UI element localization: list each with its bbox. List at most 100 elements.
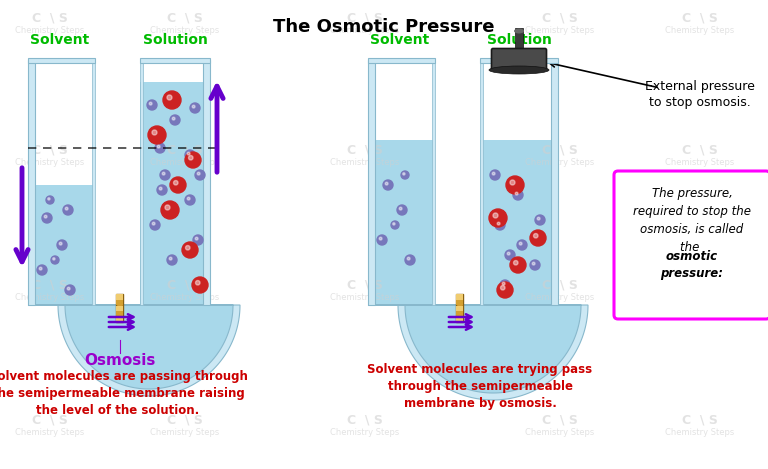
Circle shape: [379, 237, 382, 240]
Circle shape: [37, 265, 47, 275]
Text: C  \ S: C \ S: [542, 12, 578, 24]
Circle shape: [170, 177, 186, 193]
Text: C  \ S: C \ S: [542, 144, 578, 157]
Text: C  \ S: C \ S: [682, 12, 718, 24]
Polygon shape: [368, 305, 588, 400]
Circle shape: [157, 185, 167, 195]
Text: Chemistry Steps: Chemistry Steps: [151, 428, 220, 437]
Circle shape: [48, 198, 50, 200]
Circle shape: [165, 205, 170, 210]
Circle shape: [162, 172, 165, 175]
Polygon shape: [35, 305, 233, 389]
Circle shape: [510, 257, 526, 273]
Circle shape: [490, 170, 500, 180]
Circle shape: [182, 242, 198, 258]
Bar: [116, 317, 123, 322]
Text: Chemistry Steps: Chemistry Steps: [665, 428, 735, 437]
Text: Chemistry Steps: Chemistry Steps: [330, 158, 399, 166]
Circle shape: [190, 103, 200, 113]
Text: Solvent: Solvent: [31, 33, 90, 47]
Circle shape: [186, 245, 190, 250]
Text: Chemistry Steps: Chemistry Steps: [525, 428, 594, 437]
Text: C  \ S: C \ S: [347, 144, 383, 157]
Circle shape: [495, 220, 505, 230]
Bar: [456, 311, 463, 317]
Circle shape: [500, 280, 510, 290]
Circle shape: [185, 195, 195, 205]
Text: Chemistry Steps: Chemistry Steps: [15, 428, 84, 437]
Circle shape: [405, 255, 415, 265]
Text: External pressure
to stop osmosis.: External pressure to stop osmosis.: [645, 80, 755, 109]
Text: Chemistry Steps: Chemistry Steps: [330, 25, 399, 35]
Circle shape: [63, 205, 73, 215]
Circle shape: [167, 255, 177, 265]
Circle shape: [534, 234, 538, 238]
Polygon shape: [28, 305, 240, 396]
Circle shape: [150, 220, 160, 230]
Circle shape: [42, 213, 52, 223]
Text: Solvent molecules are trying pass
through the semipermeable
membrane by osmosis.: Solvent molecules are trying pass throug…: [367, 363, 593, 410]
Circle shape: [152, 130, 157, 135]
Circle shape: [149, 102, 152, 105]
Bar: [515, 28, 523, 72]
Bar: [116, 300, 123, 305]
Bar: [375, 140, 435, 305]
Circle shape: [51, 256, 59, 264]
Circle shape: [532, 262, 535, 265]
Circle shape: [187, 197, 190, 200]
Bar: [456, 295, 463, 300]
Text: C  \ S: C \ S: [167, 144, 203, 157]
Text: C  \ S: C \ S: [32, 144, 68, 157]
Text: C  \ S: C \ S: [347, 12, 383, 24]
Circle shape: [506, 176, 524, 194]
Text: Chemistry Steps: Chemistry Steps: [525, 25, 594, 35]
Circle shape: [397, 205, 407, 215]
Text: Chemistry Steps: Chemistry Steps: [15, 158, 84, 166]
Bar: [456, 294, 463, 322]
Text: C  \ S: C \ S: [542, 414, 578, 426]
Circle shape: [492, 172, 495, 175]
Text: Chemistry Steps: Chemistry Steps: [665, 293, 735, 302]
Text: Osmosis: Osmosis: [84, 353, 155, 368]
Text: osmotic
pressure:: osmotic pressure:: [660, 250, 723, 280]
Bar: [116, 294, 123, 322]
Circle shape: [497, 282, 513, 298]
Text: C  \ S: C \ S: [347, 414, 383, 426]
Circle shape: [148, 126, 166, 144]
Circle shape: [514, 260, 518, 265]
Text: Solvent molecules are passing through
the semipermeable membrane raising
the lev: Solvent molecules are passing through th…: [0, 370, 247, 417]
Circle shape: [53, 258, 55, 260]
Circle shape: [391, 221, 399, 229]
Circle shape: [172, 117, 175, 120]
Text: The pressure,
required to stop the
osmosis, is called
the: The pressure, required to stop the osmos…: [633, 187, 751, 254]
Text: C  \ S: C \ S: [682, 144, 718, 157]
Circle shape: [163, 91, 181, 109]
Circle shape: [167, 95, 172, 100]
Circle shape: [157, 145, 160, 148]
Ellipse shape: [489, 66, 549, 74]
Text: Chemistry Steps: Chemistry Steps: [15, 25, 84, 35]
Text: Chemistry Steps: Chemistry Steps: [665, 158, 735, 166]
Bar: [368, 60, 375, 305]
Text: Chemistry Steps: Chemistry Steps: [525, 158, 594, 166]
Bar: [92, 60, 95, 305]
Circle shape: [65, 207, 68, 210]
Circle shape: [392, 223, 395, 225]
Circle shape: [507, 252, 510, 255]
Bar: [480, 140, 551, 305]
Circle shape: [159, 187, 162, 190]
Bar: [456, 300, 463, 305]
Text: Chemistry Steps: Chemistry Steps: [330, 293, 399, 302]
Circle shape: [174, 181, 178, 185]
Circle shape: [192, 277, 208, 293]
Text: Solution: Solution: [143, 33, 207, 47]
Circle shape: [519, 242, 522, 245]
Circle shape: [530, 260, 540, 270]
Text: C  \ S: C \ S: [682, 414, 718, 426]
Circle shape: [185, 150, 195, 160]
Text: C  \ S: C \ S: [32, 12, 68, 24]
Circle shape: [535, 215, 545, 225]
Circle shape: [501, 286, 505, 290]
Circle shape: [152, 222, 155, 225]
Circle shape: [196, 280, 200, 285]
